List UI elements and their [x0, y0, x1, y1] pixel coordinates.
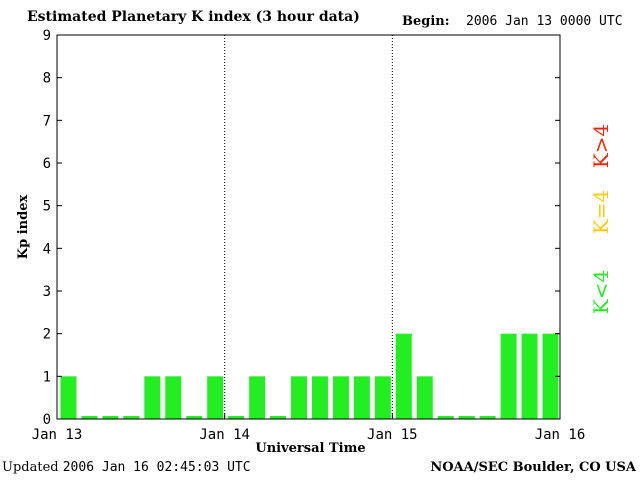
- legend-entry: K<4: [589, 270, 613, 314]
- y-axis-label: Kp index: [16, 195, 31, 260]
- kp-bar: [144, 376, 161, 419]
- kp-bar: [270, 416, 287, 419]
- y-tick-label: 6: [43, 156, 51, 172]
- y-tick-label: 9: [43, 28, 51, 44]
- kp-bar: [353, 376, 370, 419]
- y-tick-label: 7: [43, 113, 51, 129]
- x-tick-label: Jan 15: [367, 427, 418, 443]
- begin-label: Begin:: [402, 14, 450, 29]
- kp-bar: [207, 376, 224, 419]
- y-tick-label: 1: [43, 369, 51, 385]
- x-axis-label: Universal Time: [255, 441, 365, 456]
- x-tick-label: Jan 13: [32, 427, 83, 443]
- y-tick-label: 3: [43, 284, 51, 300]
- kp-bar: [521, 333, 538, 419]
- y-tick-label: 2: [43, 327, 51, 343]
- begin-value: 2006 Jan 13 0000 UTC: [466, 14, 623, 29]
- kp-bar: [165, 376, 182, 419]
- kp-bar: [332, 376, 349, 419]
- x-tick-label: Jan 14: [199, 427, 250, 443]
- x-tick-label: Jan 16: [535, 427, 586, 443]
- updated-label: Updated: [2, 460, 59, 475]
- y-tick-label: 0: [43, 412, 51, 428]
- kp-bar: [186, 416, 203, 419]
- kp-bar: [102, 416, 119, 419]
- kp-bar: [395, 333, 412, 419]
- kp-bar: [542, 333, 559, 419]
- kp-bar: [416, 376, 433, 419]
- kp-bar: [81, 416, 98, 419]
- kp-bar: [437, 416, 454, 419]
- kp-bar: [228, 416, 245, 419]
- updated-value: 2006 Jan 16 02:45:03 UTC: [62, 460, 251, 475]
- y-ticks: 0 1 2 3 4 5 6 7 8 9: [43, 28, 560, 428]
- day-separators: [224, 35, 393, 419]
- kp-bar: [249, 376, 266, 419]
- kp-bar: [500, 333, 517, 419]
- kp-bar: [291, 376, 307, 419]
- y-tick-label: 5: [43, 199, 51, 215]
- kp-bar: [312, 376, 328, 419]
- kp-bar: [374, 376, 391, 419]
- chart-title: Estimated Planetary K index (3 hour data…: [27, 9, 360, 25]
- legend: K<4 K=4 K>4: [589, 124, 613, 314]
- legend-entry: K=4: [589, 190, 613, 234]
- x-ticks: Jan 13 Jan 14 Jan 15 Jan 16: [32, 413, 586, 443]
- kp-bar: [123, 416, 140, 419]
- kp-bar: [60, 376, 77, 419]
- legend-entry: K>4: [589, 124, 613, 168]
- kp-bar: [479, 416, 496, 419]
- updated-line: Updated 2006 Jan 16 02:45:03 UTC: [2, 460, 251, 475]
- plot-frame: [56, 34, 561, 420]
- source-credit: NOAA/SEC Boulder, CO USA: [430, 460, 636, 475]
- kp-bar: [458, 416, 475, 419]
- y-tick-label: 8: [43, 71, 51, 87]
- bars-group: [60, 333, 559, 419]
- y-tick-label: 4: [43, 241, 51, 257]
